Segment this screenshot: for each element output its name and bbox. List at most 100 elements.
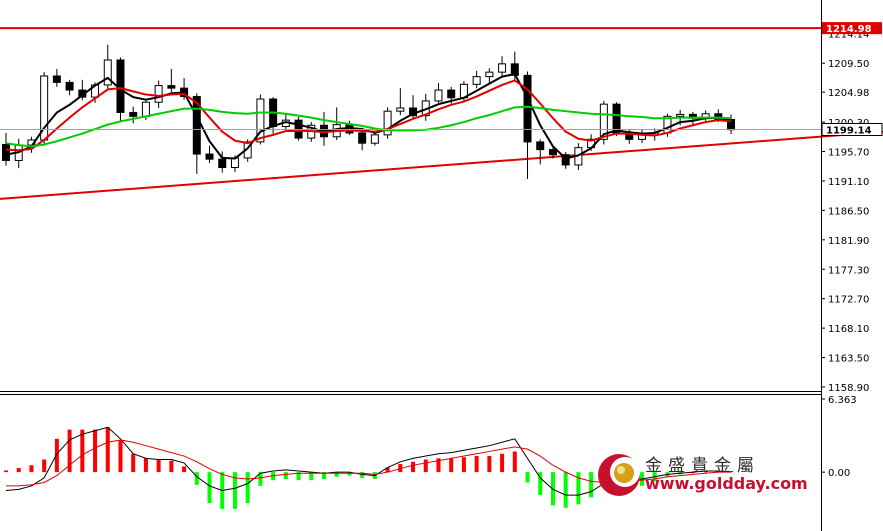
price-tick-label: 1163.50 xyxy=(828,354,869,365)
macd-histogram-bar xyxy=(182,466,187,473)
candle-body xyxy=(472,76,481,85)
macd-histogram-bar xyxy=(118,439,123,473)
watermark-url: www.goldday.com xyxy=(645,474,808,493)
candle xyxy=(472,70,481,89)
candle xyxy=(129,106,138,124)
macd-histogram-bar xyxy=(16,468,21,473)
macd-histogram-bar xyxy=(80,429,85,473)
macd-histogram-bar xyxy=(423,459,428,473)
macd-histogram-bar xyxy=(461,457,466,473)
macd-histogram-bar xyxy=(232,472,237,509)
macd-histogram-bar xyxy=(258,472,263,486)
price-tick-label: 1209.50 xyxy=(828,59,869,70)
macd-histogram-bar xyxy=(143,458,148,473)
macd-histogram-bar xyxy=(29,465,34,473)
macd-histogram-bar xyxy=(54,438,59,473)
macd-histogram-bar xyxy=(156,459,161,473)
candle-body xyxy=(523,74,532,143)
macd-tick-label: 6.363 xyxy=(828,395,857,406)
macd-histogram-bar xyxy=(449,458,454,473)
candle xyxy=(256,94,265,145)
macd-histogram-bar xyxy=(525,472,530,483)
candle-body xyxy=(434,89,443,102)
macd-histogram-bar xyxy=(474,456,479,473)
candle-body xyxy=(599,103,608,140)
candle xyxy=(167,68,176,92)
price-tick-label: 1195.70 xyxy=(828,148,869,159)
macd-histogram-bar xyxy=(436,458,441,473)
candle-body xyxy=(676,113,685,117)
candle xyxy=(396,88,405,116)
candle xyxy=(40,72,49,146)
candle-body xyxy=(548,149,557,156)
candle xyxy=(536,139,545,165)
macd-histogram-bar xyxy=(271,472,276,481)
candle-body xyxy=(205,153,214,160)
price-tick-label: 1186.50 xyxy=(828,206,869,217)
macd-histogram-bar xyxy=(385,467,390,473)
macd-histogram-bar xyxy=(729,470,734,473)
candle xyxy=(498,56,507,77)
macd-histogram-bar xyxy=(42,459,47,473)
macd-histogram-bar xyxy=(360,472,365,478)
candle-body xyxy=(218,158,227,169)
macd-histogram-bar xyxy=(93,429,98,473)
chart-frame xyxy=(0,0,822,531)
candle xyxy=(332,107,341,140)
macd-histogram-bar xyxy=(563,472,568,508)
trendline-layer xyxy=(0,130,883,200)
macd-histogram-bar xyxy=(296,472,301,481)
resistance-tag xyxy=(822,22,882,35)
macd-histogram-bar xyxy=(398,464,403,473)
macd-histogram-bar xyxy=(512,451,517,473)
candle xyxy=(370,132,379,146)
candle xyxy=(485,68,494,85)
current-price-tag-label: 1199.14 xyxy=(826,125,872,136)
price-panel: 1214.141209.501204.981200.301195.701191.… xyxy=(0,22,883,394)
macd-histogram-bar xyxy=(4,470,8,473)
price-tick-label: 1168.10 xyxy=(828,324,869,335)
candle xyxy=(294,116,303,141)
macd-histogram-bar xyxy=(538,472,543,496)
candle xyxy=(561,152,570,169)
macd-histogram-bar xyxy=(67,429,72,473)
macd-histogram-bar xyxy=(207,472,212,504)
macd-histogram-bar xyxy=(283,472,288,480)
price-tick-label: 1177.30 xyxy=(828,265,869,276)
macd-histogram-bar xyxy=(576,472,581,505)
moving-average-layer xyxy=(5,73,732,160)
candle xyxy=(218,151,227,173)
candle-body xyxy=(52,75,61,83)
candle-body xyxy=(103,59,112,86)
price-tick-label: 1158.90 xyxy=(828,383,869,394)
candle xyxy=(65,79,74,96)
candle xyxy=(103,44,112,91)
macd-histogram-bar xyxy=(500,453,505,473)
price-tick-label: 1172.70 xyxy=(828,295,869,306)
moving-average-line xyxy=(5,79,732,152)
resistance-tag-label: 1214.98 xyxy=(826,24,872,35)
price-tick-label: 1214.14 xyxy=(828,30,869,41)
candle xyxy=(154,80,163,108)
candle-body xyxy=(256,98,265,143)
candle-body xyxy=(358,132,367,144)
macd-axis-ticks: 6.363 0.00 xyxy=(821,395,857,479)
candle xyxy=(434,83,443,105)
moving-average-line xyxy=(5,105,732,148)
macd-panel: 6.363 0.00 xyxy=(4,395,857,509)
candle-body xyxy=(167,85,176,89)
price-tick-label: 1181.90 xyxy=(828,236,869,247)
logo-icon xyxy=(598,454,640,496)
macd-histogram-bar xyxy=(105,427,110,473)
macd-histogram-bar xyxy=(703,470,708,473)
candle xyxy=(2,132,10,166)
macd-histogram-bar xyxy=(487,456,492,473)
candle-body xyxy=(498,63,507,73)
price-tick-label: 1204.98 xyxy=(828,88,869,99)
macd-histogram-bar xyxy=(194,472,199,485)
macd-histogram-bar xyxy=(589,472,594,498)
candle xyxy=(383,107,392,139)
candle-body xyxy=(129,111,138,117)
